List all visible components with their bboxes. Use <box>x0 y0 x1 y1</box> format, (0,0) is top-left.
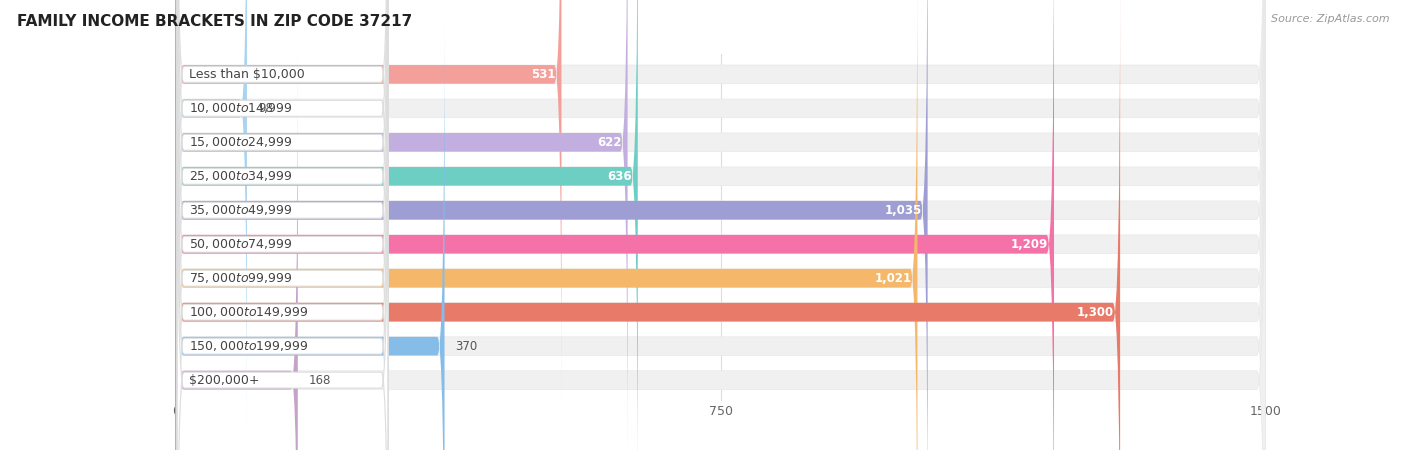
FancyBboxPatch shape <box>176 0 928 450</box>
FancyBboxPatch shape <box>177 0 388 450</box>
FancyBboxPatch shape <box>176 0 561 405</box>
FancyBboxPatch shape <box>176 0 1265 450</box>
FancyBboxPatch shape <box>176 0 1265 450</box>
FancyBboxPatch shape <box>177 49 388 450</box>
FancyBboxPatch shape <box>176 0 627 450</box>
Text: 622: 622 <box>598 136 621 149</box>
FancyBboxPatch shape <box>177 0 388 406</box>
FancyBboxPatch shape <box>177 14 388 450</box>
FancyBboxPatch shape <box>176 0 638 450</box>
FancyBboxPatch shape <box>176 0 247 439</box>
Text: 531: 531 <box>531 68 555 81</box>
Text: 1,300: 1,300 <box>1077 306 1115 319</box>
Text: $10,000 to $14,999: $10,000 to $14,999 <box>188 101 292 115</box>
Text: 636: 636 <box>607 170 631 183</box>
FancyBboxPatch shape <box>176 0 1265 450</box>
FancyBboxPatch shape <box>176 50 298 450</box>
FancyBboxPatch shape <box>176 16 444 450</box>
FancyBboxPatch shape <box>177 0 388 450</box>
Text: $35,000 to $49,999: $35,000 to $49,999 <box>188 203 292 217</box>
FancyBboxPatch shape <box>176 0 1265 450</box>
FancyBboxPatch shape <box>176 0 1265 450</box>
FancyBboxPatch shape <box>176 0 1265 450</box>
Text: $75,000 to $99,999: $75,000 to $99,999 <box>188 271 292 285</box>
FancyBboxPatch shape <box>176 0 1121 450</box>
Text: $50,000 to $74,999: $50,000 to $74,999 <box>188 237 292 251</box>
FancyBboxPatch shape <box>176 0 918 450</box>
FancyBboxPatch shape <box>177 82 388 450</box>
Text: 370: 370 <box>456 340 478 353</box>
Text: 168: 168 <box>309 374 330 387</box>
Text: $100,000 to $149,999: $100,000 to $149,999 <box>188 305 308 319</box>
FancyBboxPatch shape <box>176 0 1265 450</box>
Text: $25,000 to $34,999: $25,000 to $34,999 <box>188 169 292 183</box>
Text: $200,000+: $200,000+ <box>188 374 259 387</box>
Text: FAMILY INCOME BRACKETS IN ZIP CODE 37217: FAMILY INCOME BRACKETS IN ZIP CODE 37217 <box>17 14 412 28</box>
FancyBboxPatch shape <box>176 0 1265 450</box>
Text: Less than $10,000: Less than $10,000 <box>188 68 305 81</box>
Text: 1,021: 1,021 <box>875 272 911 285</box>
Text: $150,000 to $199,999: $150,000 to $199,999 <box>188 339 308 353</box>
Text: 1,035: 1,035 <box>884 204 922 217</box>
Text: Source: ZipAtlas.com: Source: ZipAtlas.com <box>1271 14 1389 23</box>
FancyBboxPatch shape <box>176 0 1265 450</box>
FancyBboxPatch shape <box>176 0 1265 450</box>
FancyBboxPatch shape <box>177 0 388 450</box>
FancyBboxPatch shape <box>177 0 388 372</box>
Text: 1,209: 1,209 <box>1011 238 1049 251</box>
FancyBboxPatch shape <box>177 0 388 450</box>
Text: 98: 98 <box>257 102 273 115</box>
FancyBboxPatch shape <box>177 0 388 440</box>
FancyBboxPatch shape <box>176 0 1054 450</box>
Text: $15,000 to $24,999: $15,000 to $24,999 <box>188 135 292 149</box>
